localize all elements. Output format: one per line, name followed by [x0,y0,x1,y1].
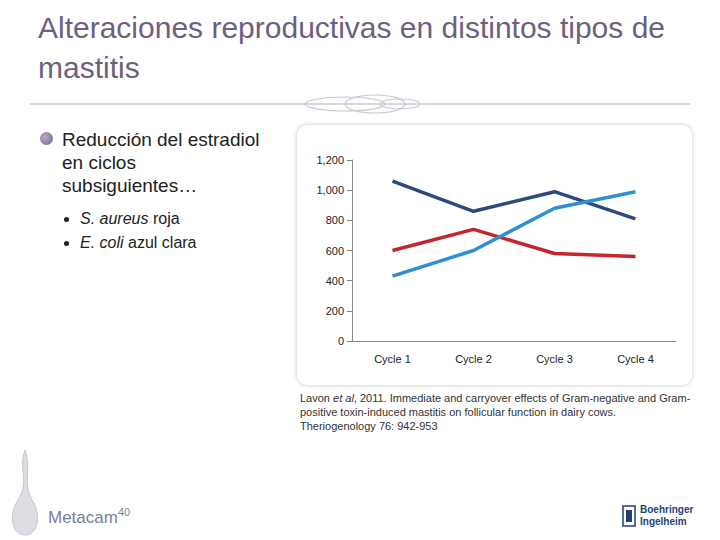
html-text:Ingelheim: Ingelheim [640,516,687,527]
svg-text:Cycle 1: Cycle 1 [374,353,411,365]
svg-text:1,200: 1,200 [316,154,344,166]
html-text:E. coli azul clara: E. coli azul clara [80,234,197,251]
svg-text:Cycle 3: Cycle 3 [536,353,573,365]
html-text:Lavon et al, 2011. Immediate a: Lavon et al, 2011. Immediate and carryov… [300,392,691,432]
svg-text:1,000: 1,000 [316,184,344,196]
html-text:Alteraciones reproductivas en: Alteraciones reproductivas en distintos … [38,11,665,84]
svg-text:Cycle 4: Cycle 4 [617,353,654,365]
html-text:S. aureus roja: S. aureus roja [80,210,180,227]
html-text:Boehringer: Boehringer [640,504,694,515]
svg-text:0: 0 [338,335,344,347]
svg-text:600: 600 [326,245,344,257]
html-text:Metacam40: Metacam40 [48,506,131,527]
svg-text:Cycle 2: Cycle 2 [455,353,492,365]
svg-text:800: 800 [326,214,344,226]
html-text:Reducción del estradiol en cic: Reducción del estradiol en ciclos subsig… [62,129,260,196]
svg-text:200: 200 [326,305,344,317]
svg-text:400: 400 [326,275,344,287]
